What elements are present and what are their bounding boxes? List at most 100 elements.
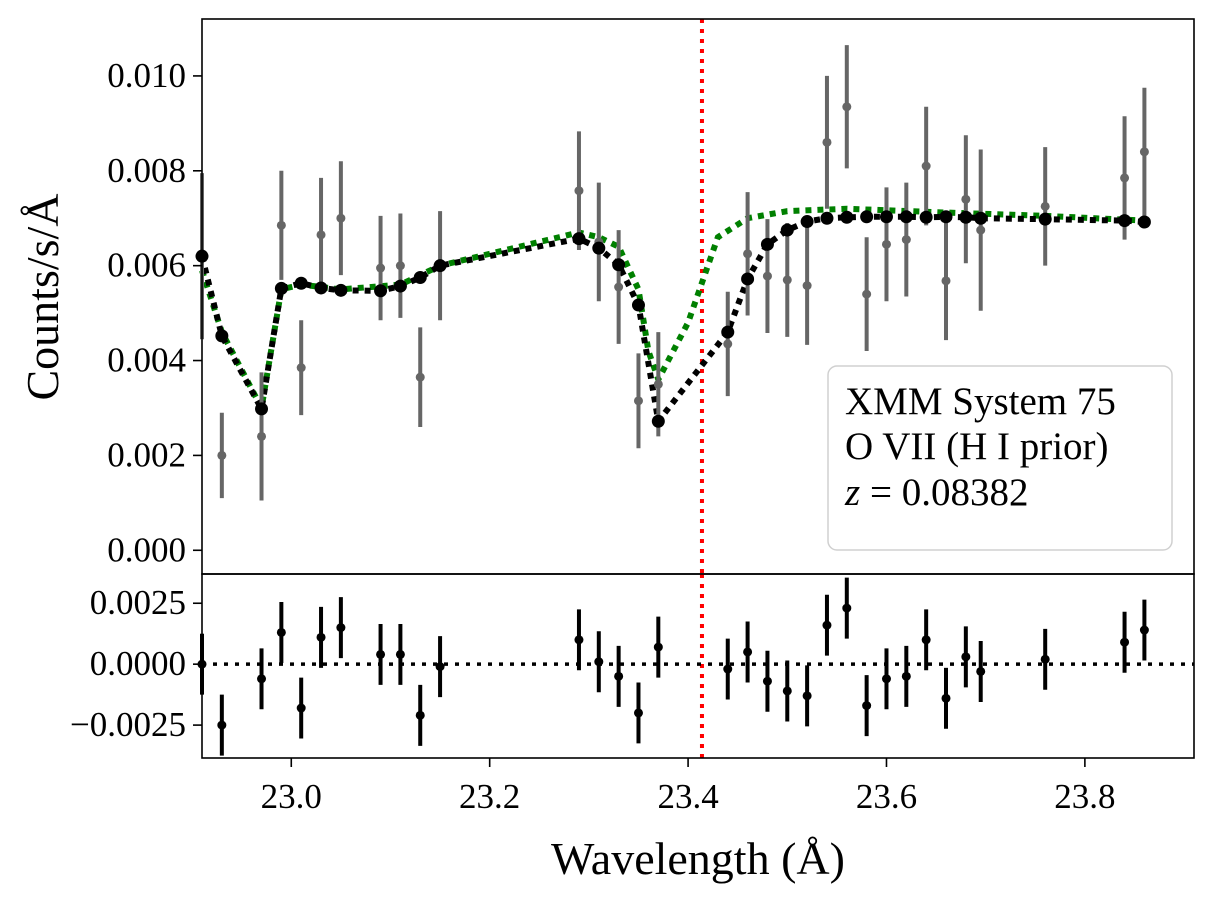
residual-point bbox=[921, 635, 931, 645]
model-point bbox=[274, 281, 288, 295]
model-point bbox=[760, 237, 774, 251]
data-point bbox=[633, 396, 643, 406]
model-point bbox=[612, 258, 626, 272]
residual-point bbox=[822, 620, 832, 630]
model-point bbox=[879, 210, 893, 224]
residual-point bbox=[762, 676, 772, 686]
legend-z-equals: = bbox=[860, 471, 902, 514]
main-ytick-label: 0.002 bbox=[107, 435, 186, 474]
model-point bbox=[215, 329, 229, 343]
data-point bbox=[336, 213, 346, 223]
residual-panel: −0.0025 0.0000 0.0025 23.0 23.2 23.4 23.6 23.8… bbox=[70, 573, 1195, 884]
data-point bbox=[316, 230, 326, 240]
data-point bbox=[762, 271, 772, 281]
data-point bbox=[1139, 147, 1149, 157]
data-point bbox=[217, 450, 227, 460]
x-axis-label: Wavelength (Å) bbox=[551, 833, 845, 884]
data-point bbox=[842, 102, 852, 112]
model-point bbox=[592, 241, 606, 255]
residual-point bbox=[435, 662, 445, 672]
residual-point bbox=[723, 664, 733, 674]
model-point bbox=[374, 284, 388, 298]
model-point bbox=[820, 211, 834, 225]
data-point bbox=[802, 281, 812, 291]
model-continuum-line bbox=[199, 205, 1145, 418]
data-point bbox=[901, 235, 911, 245]
data-point bbox=[976, 225, 986, 235]
residual-point bbox=[614, 671, 624, 681]
residual-point bbox=[1139, 625, 1149, 635]
residual-point bbox=[336, 623, 346, 633]
data-point bbox=[921, 161, 931, 171]
main-ytick-label: 0.010 bbox=[107, 56, 186, 95]
model-point bbox=[959, 210, 973, 224]
model-point bbox=[1118, 214, 1132, 228]
data-point bbox=[782, 275, 792, 285]
data-point bbox=[743, 249, 753, 259]
residual-point bbox=[842, 603, 852, 613]
model-point bbox=[651, 414, 665, 428]
data-point bbox=[941, 276, 951, 286]
residual-ytick-label: 0.0025 bbox=[90, 583, 186, 622]
data-point bbox=[822, 137, 832, 147]
data-point bbox=[881, 239, 891, 249]
model-point bbox=[393, 279, 407, 293]
model-point bbox=[334, 283, 348, 297]
residual-point bbox=[1040, 654, 1050, 664]
legend-line-redshift: z = 0.08382 bbox=[844, 471, 1028, 514]
residual-point bbox=[802, 691, 812, 701]
residual-point bbox=[257, 674, 267, 684]
xtick-label: 23.4 bbox=[657, 777, 718, 816]
data-point bbox=[1120, 173, 1130, 183]
data-point bbox=[276, 220, 286, 230]
residual-point bbox=[276, 627, 286, 637]
data-point bbox=[653, 379, 663, 389]
legend-line-system: XMM System 75 bbox=[845, 380, 1116, 423]
residual-point bbox=[594, 657, 604, 667]
residual-point bbox=[941, 693, 951, 703]
residual-point bbox=[574, 635, 584, 645]
model-line bbox=[199, 213, 1145, 429]
main-ytick-label: 0.000 bbox=[107, 530, 186, 569]
model-point bbox=[919, 210, 933, 224]
data-point bbox=[376, 263, 386, 273]
model-point bbox=[840, 210, 854, 224]
xtick-label: 23.0 bbox=[261, 777, 322, 816]
model-point bbox=[721, 325, 735, 339]
residual-axes-frame bbox=[201, 573, 1195, 759]
model-point bbox=[631, 298, 645, 312]
xtick-label: 23.6 bbox=[856, 777, 917, 816]
data-point bbox=[614, 282, 624, 292]
model-point bbox=[413, 271, 427, 285]
residual-ytick-label: 0.0000 bbox=[90, 644, 186, 683]
residual-ytick-label: −0.0025 bbox=[70, 705, 186, 744]
data-point bbox=[1040, 201, 1050, 211]
data-point bbox=[257, 431, 267, 441]
residual-point bbox=[316, 632, 326, 642]
residual-point bbox=[901, 671, 911, 681]
model-point bbox=[314, 281, 328, 295]
model-point bbox=[1038, 212, 1052, 226]
residual-point bbox=[296, 703, 306, 713]
main-ylabel: Counts/s/Å bbox=[17, 193, 68, 400]
legend-line-ion: O VII (H I prior) bbox=[845, 425, 1109, 468]
data-point bbox=[415, 372, 425, 382]
data-point bbox=[961, 194, 971, 204]
residual-point bbox=[653, 642, 663, 652]
model-point bbox=[939, 210, 953, 224]
main-ytick-label: 0.006 bbox=[107, 246, 186, 285]
legend-z-symbol: z bbox=[844, 471, 860, 514]
residual-point bbox=[782, 686, 792, 696]
model-point bbox=[780, 223, 794, 237]
model-point bbox=[899, 210, 913, 224]
main-spectrum-panel: 0.000 0.002 0.004 0.006 0.008 0.010 XMM Syste… bbox=[17, 18, 1195, 575]
data-point bbox=[296, 363, 306, 373]
model-point bbox=[741, 272, 755, 286]
model-point bbox=[433, 259, 447, 273]
model-point bbox=[860, 210, 874, 224]
model-point bbox=[572, 232, 586, 246]
model-point bbox=[800, 215, 814, 229]
model-point bbox=[294, 276, 308, 290]
xtick-label: 23.8 bbox=[1054, 777, 1115, 816]
